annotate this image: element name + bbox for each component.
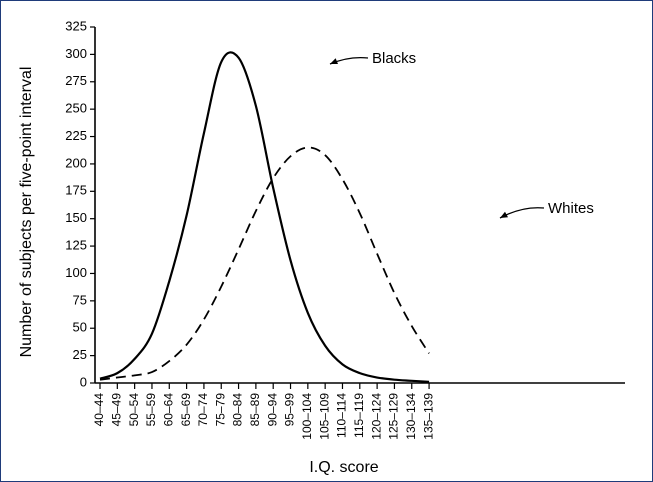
x-tick-label: 80–84 [231, 393, 245, 427]
x-tick-label: 105–109 [317, 393, 331, 440]
x-tick-label: 95–99 [283, 393, 297, 427]
x-tick-label: 90–94 [265, 393, 279, 427]
x-tick-label: 70–74 [196, 393, 210, 427]
y-tick-label: 125 [65, 238, 87, 253]
series-curves [99, 51, 430, 383]
axes [94, 27, 625, 384]
x-tick-label: 100–104 [300, 393, 314, 440]
y-tick-label: 300 [65, 46, 87, 61]
y-axis-ticks: 0 25 50 75 100 125 150 175 200 225 250 275 300 325 [65, 18, 95, 389]
x-tick-label: 120–124 [369, 393, 383, 440]
x-tick-label: 115–119 [352, 393, 366, 438]
y-tick-label: 75 [73, 292, 87, 307]
x-tick-label: 85–89 [248, 393, 262, 427]
y-tick-label: 175 [65, 183, 87, 198]
x-tick-label: 75–79 [213, 393, 227, 427]
y-tick-label: 325 [65, 18, 87, 33]
series-line-blacks [99, 51, 430, 383]
y-tick-label: 100 [65, 265, 87, 280]
annotation-whites: Whites [548, 200, 594, 217]
series-line-whites [99, 146, 430, 381]
y-tick-label: 150 [65, 210, 87, 225]
x-tick-label: 125–129 [387, 393, 401, 440]
x-tick-label: 130–134 [404, 393, 418, 440]
y-tick-label: 250 [65, 101, 87, 116]
y-tick-label: 50 [73, 320, 87, 335]
x-axis-ticks: 40–44 45–49 50–54 55–59 60–64 65–69 70–74 75–79… [92, 383, 435, 440]
annotation-arrowhead-whites [500, 211, 508, 218]
annotations: Blacks Whites [329, 50, 594, 219]
x-tick-label: 65–69 [179, 393, 193, 427]
x-tick-label: 110–114 [335, 393, 349, 438]
annotation-blacks: Blacks [372, 50, 416, 67]
x-tick-label: 40–44 [92, 393, 106, 427]
y-axis-label: Number of subjects per five-point interv… [18, 67, 35, 358]
x-tick-label: 55–59 [144, 393, 158, 427]
y-tick-label: 25 [73, 347, 87, 362]
x-tick-label: 50–54 [127, 393, 141, 427]
y-tick-label: 225 [65, 128, 87, 143]
x-tick-label: 60–64 [161, 393, 175, 427]
y-tick-label: 200 [65, 155, 87, 170]
y-tick-label: 275 [65, 73, 87, 88]
annotation-arrowhead-blacks [330, 58, 338, 64]
x-tick-label: 135–139 [421, 393, 435, 440]
y-tick-label: 0 [80, 374, 87, 389]
x-axis-label: I.Q. score [309, 459, 378, 476]
x-tick-label: 45–49 [109, 393, 123, 427]
